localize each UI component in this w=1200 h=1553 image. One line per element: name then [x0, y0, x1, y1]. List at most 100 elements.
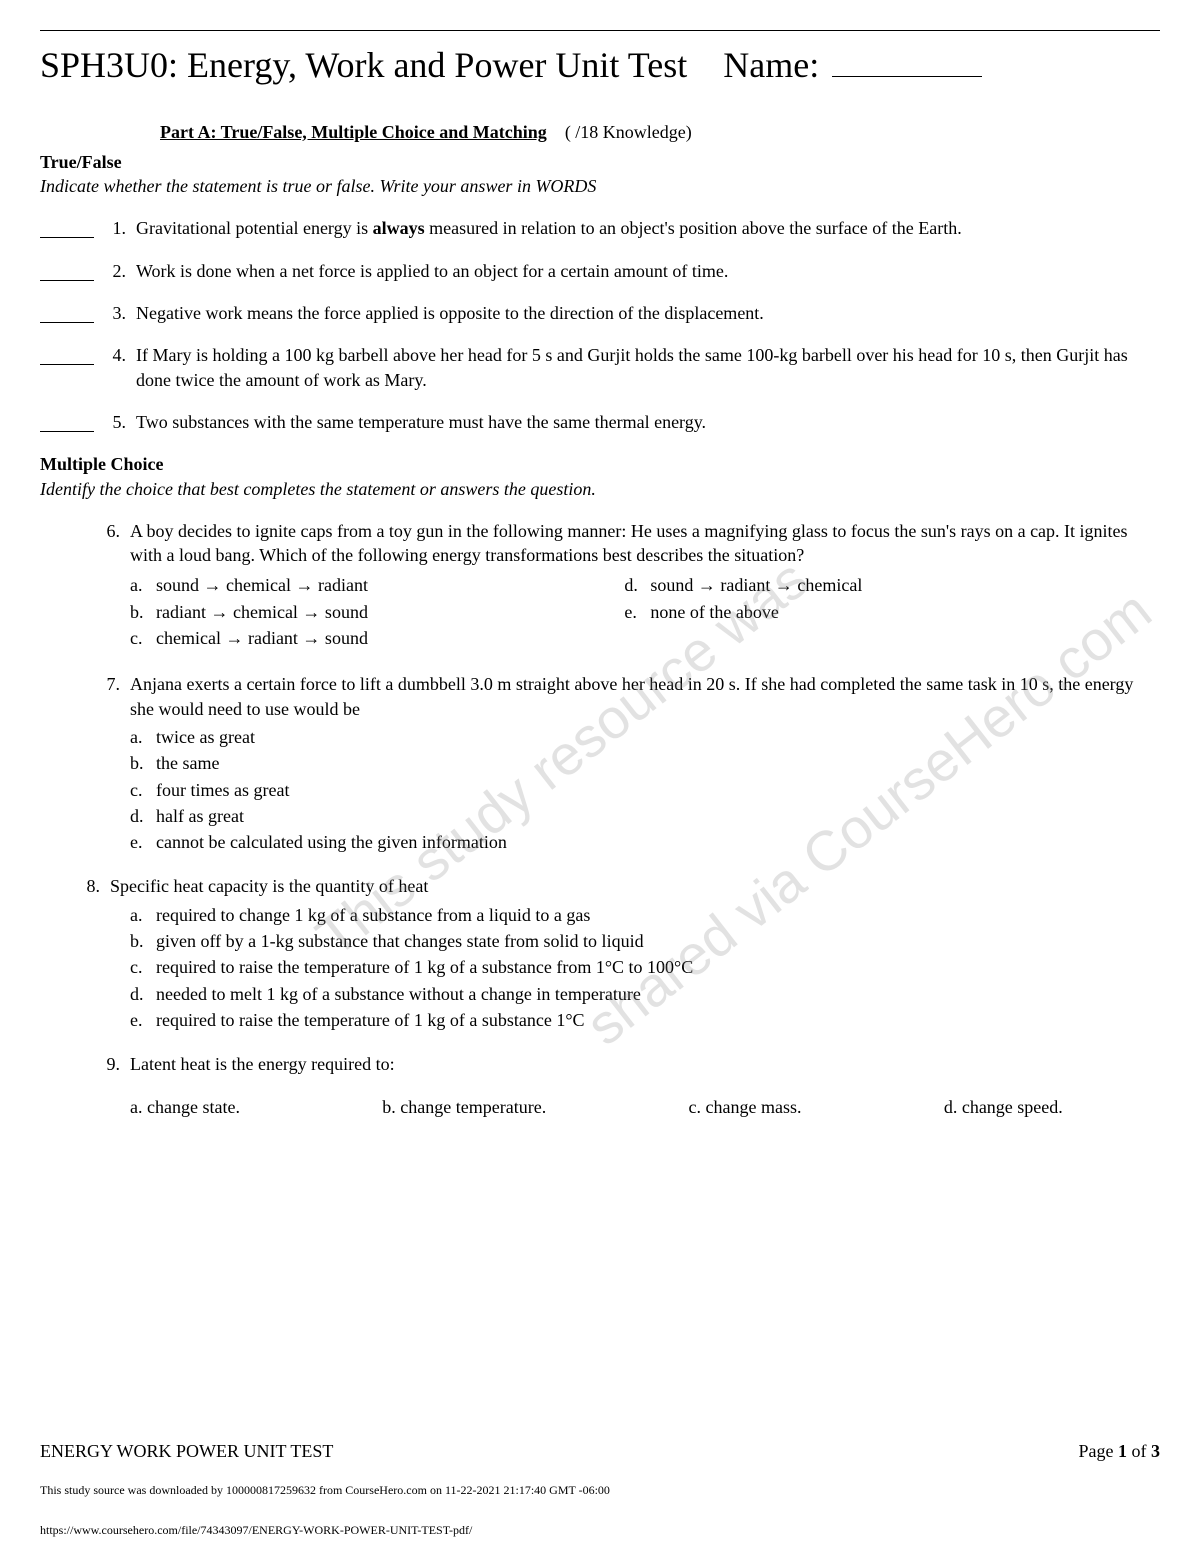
opt-letter: e. [130, 830, 156, 854]
top-horizontal-rule [40, 30, 1160, 31]
q-number: 6. [100, 519, 130, 543]
opt-letter: d. [130, 804, 156, 828]
tf-number: 4. [94, 343, 136, 367]
tf-pre: Gravitational potential energy is [136, 218, 373, 238]
option: e.none of the above [624, 600, 1118, 624]
footer-page-total: 3 [1151, 1441, 1160, 1461]
tf-text: Gravitational potential energy is always… [136, 216, 1160, 240]
q-text: Latent heat is the energy required to: [130, 1052, 1160, 1076]
question-7: 7. Anjana exerts a certain force to lift… [100, 672, 1160, 854]
q-number: 7. [100, 672, 130, 696]
option: c.required to raise the temperature of 1… [130, 955, 1160, 979]
q7-options: a.twice as great b.the same c.four times… [130, 725, 1160, 854]
name-label: Name: [723, 45, 819, 85]
answer-blank[interactable] [40, 416, 94, 432]
opt-text: change temperature. [400, 1097, 546, 1117]
opt-letter: e. [624, 600, 650, 624]
opt-letter: a. [130, 903, 156, 927]
q9-options: a. change state. b. change temperature. … [130, 1095, 1063, 1119]
multiplechoice-heading: Multiple Choice [40, 452, 1160, 476]
opt-letter: d. [624, 573, 650, 597]
option: a.required to change 1 kg of a substance… [130, 903, 1160, 927]
answer-blank[interactable] [40, 222, 94, 238]
page-footer: ENERGY WORK POWER UNIT TEST Page 1 of 3 [40, 1439, 1160, 1463]
tf-text: Work is done when a net force is applied… [136, 259, 1160, 283]
tf-item-4: 4. If Mary is holding a 100 kg barbell a… [40, 343, 1160, 392]
q6-options-right: d.sound → radiant → chemical e.none of t… [624, 571, 1118, 652]
option: d.half as great [130, 804, 1160, 828]
answer-blank[interactable] [40, 265, 94, 281]
opt-text: chemical → radiant → sound [156, 626, 624, 650]
footer-page-num: 1 [1118, 1441, 1127, 1461]
opt-text: change mass. [706, 1097, 802, 1117]
opt-letter: c. [689, 1097, 702, 1117]
name-blank-line [832, 76, 982, 77]
tf-number: 3. [94, 301, 136, 325]
opt-letter: a. [130, 573, 156, 597]
q-text: Specific heat capacity is the quantity o… [110, 874, 1160, 898]
truefalse-list: 1. Gravitational potential energy is alw… [40, 216, 1160, 434]
opt-text: sound → chemical → radiant [156, 573, 624, 597]
tf-text: Two substances with the same temperature… [136, 410, 1160, 434]
opt-text: sound → radiant → chemical [650, 573, 1118, 597]
tf-text: If Mary is holding a 100 kg barbell abov… [136, 343, 1160, 392]
source-url: https://www.coursehero.com/file/74343097… [40, 1522, 472, 1538]
opt-letter: e. [130, 1008, 156, 1032]
q6-options-left: a.sound → chemical → radiant b.radiant →… [130, 571, 624, 652]
option: c. change mass. [689, 1095, 802, 1119]
opt-letter: c. [130, 778, 156, 802]
opt-text: given off by a 1-kg substance that chang… [156, 929, 1160, 953]
option: a.twice as great [130, 725, 1160, 749]
truefalse-heading: True/False [40, 150, 1160, 174]
option: b.given off by a 1-kg substance that cha… [130, 929, 1160, 953]
tf-item-2: 2. Work is done when a net force is appl… [40, 259, 1160, 283]
answer-blank[interactable] [40, 349, 94, 365]
opt-letter: d. [944, 1097, 958, 1117]
opt-text: change state. [147, 1097, 240, 1117]
q-number: 8. [82, 874, 110, 898]
tf-item-5: 5. Two substances with the same temperat… [40, 410, 1160, 434]
tf-number: 5. [94, 410, 136, 434]
option: a.sound → chemical → radiant [130, 573, 624, 597]
q8-options: a.required to change 1 kg of a substance… [130, 903, 1160, 1032]
option: d.sound → radiant → chemical [624, 573, 1118, 597]
option: c.four times as great [130, 778, 1160, 802]
tf-item-3: 3. Negative work means the force applied… [40, 301, 1160, 325]
opt-letter: c. [130, 955, 156, 979]
opt-letter: a. [130, 725, 156, 749]
part-a-score: ( /18 Knowledge) [565, 122, 692, 142]
tf-number: 1. [94, 216, 136, 240]
document-title: SPH3U0: Energy, Work and Power Unit Test… [40, 41, 1160, 90]
footer-left: ENERGY WORK POWER UNIT TEST [40, 1439, 333, 1463]
multiplechoice-instructions: Identify the choice that best completes … [40, 477, 1160, 501]
answer-blank[interactable] [40, 307, 94, 323]
question-8: 8. Specific heat capacity is the quantit… [82, 874, 1160, 1032]
option: a. change state. [130, 1095, 240, 1119]
opt-letter: c. [130, 626, 156, 650]
opt-letter: b. [130, 600, 156, 624]
tf-item-1: 1. Gravitational potential energy is alw… [40, 216, 1160, 240]
footer-right: Page 1 of 3 [1079, 1439, 1161, 1463]
question-6: 6. A boy decides to ignite caps from a t… [100, 519, 1160, 652]
opt-letter: b. [382, 1097, 396, 1117]
tf-text: Negative work means the force applied is… [136, 301, 1160, 325]
footer-page-pre: Page [1079, 1441, 1119, 1461]
opt-text: four times as great [156, 778, 1160, 802]
option: b.the same [130, 751, 1160, 775]
opt-letter: a. [130, 1097, 143, 1117]
opt-letter: b. [130, 929, 156, 953]
question-9: 9. Latent heat is the energy required to… [100, 1052, 1160, 1119]
tf-post: measured in relation to an object's posi… [425, 218, 962, 238]
opt-text: required to change 1 kg of a substance f… [156, 903, 1160, 927]
q-number: 9. [100, 1052, 130, 1076]
title-text: SPH3U0: Energy, Work and Power Unit Test [40, 45, 687, 85]
opt-text: cannot be calculated using the given inf… [156, 830, 1160, 854]
option: e.required to raise the temperature of 1… [130, 1008, 1160, 1032]
opt-text: change speed. [962, 1097, 1063, 1117]
tf-bold: always [373, 218, 425, 238]
opt-letter: d. [130, 982, 156, 1006]
opt-text: half as great [156, 804, 1160, 828]
truefalse-instructions: Indicate whether the statement is true o… [40, 174, 1160, 198]
option: e.cannot be calculated using the given i… [130, 830, 1160, 854]
opt-text: needed to melt 1 kg of a substance witho… [156, 982, 1160, 1006]
